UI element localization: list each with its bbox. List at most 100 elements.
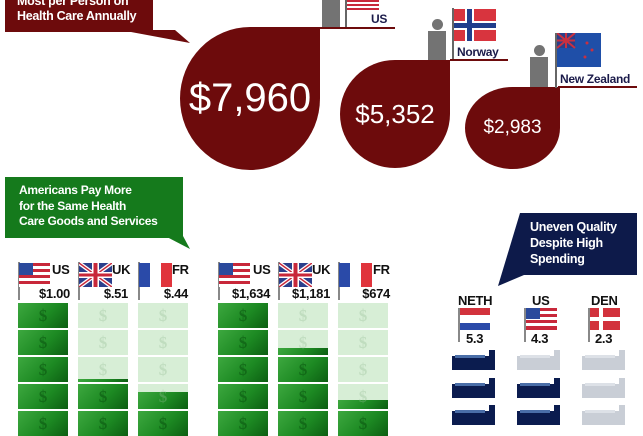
- amount-norway: $5,352: [355, 98, 435, 129]
- dollar-icon: $: [298, 333, 308, 352]
- value-us: $1.00: [38, 286, 70, 301]
- money-tile: $: [78, 384, 128, 409]
- dollar-icon: $: [98, 360, 108, 379]
- amount-new-zealand: $2,983: [483, 117, 542, 138]
- money-tile: $: [338, 303, 388, 328]
- callout-tail: [165, 236, 190, 249]
- bed-icon: [582, 350, 625, 370]
- denmark-flag-icon: [590, 308, 620, 330]
- person-icon: [322, 0, 340, 27]
- money-tile: $: [278, 411, 328, 436]
- dollar-icon: $: [238, 414, 248, 433]
- money-tile: $: [218, 303, 268, 328]
- dollar-icon: $: [38, 387, 48, 406]
- dollar-icon: $: [158, 333, 168, 352]
- uk-flag-icon: [79, 263, 112, 287]
- dollar-icon: $: [38, 333, 48, 352]
- flagpole: [524, 308, 526, 342]
- new-zealand-flag-icon: [557, 33, 601, 67]
- col-label-us: US: [52, 262, 70, 277]
- label-us: US: [371, 12, 388, 26]
- value-uk: $.51: [103, 286, 128, 301]
- dollar-icon: $: [98, 387, 108, 406]
- col-label-uk: UK: [312, 262, 331, 277]
- money-tile: $: [338, 384, 388, 409]
- person-body: [530, 57, 548, 87]
- dollar-icon: $: [238, 306, 248, 325]
- label-den: DEN: [591, 293, 618, 308]
- money-tile: $: [278, 357, 328, 382]
- money-tile: $: [138, 303, 188, 328]
- person-icon: [432, 19, 443, 30]
- money-tile: $: [218, 411, 268, 436]
- score-us: 4.3: [531, 331, 549, 346]
- money-tile: $: [78, 330, 128, 355]
- money-tile: $: [18, 357, 68, 382]
- money-tile: $: [138, 384, 188, 409]
- money-tile: $: [78, 411, 128, 436]
- bed-icon: [517, 350, 560, 370]
- money-tile: $: [18, 330, 68, 355]
- money-tile: $: [18, 303, 68, 328]
- label-norway: Norway: [457, 45, 499, 59]
- dollar-icon: $: [358, 306, 368, 325]
- dollar-icon: $: [298, 414, 308, 433]
- dollar-icon: $: [98, 333, 108, 352]
- bed-icon: [452, 405, 495, 425]
- dollar-icon: $: [158, 306, 168, 325]
- spending-callout: Most per Person on Health Care Annually: [5, 0, 153, 32]
- dollar-icon: $: [38, 306, 48, 325]
- dollar-icon: $: [238, 360, 248, 379]
- money-tile: $: [18, 411, 68, 436]
- dollar-icon: $: [358, 387, 368, 406]
- flagpole: [588, 308, 590, 342]
- us-flag-icon: [347, 0, 379, 12]
- money-tile: $: [338, 411, 388, 436]
- value-fr: $674: [362, 286, 390, 301]
- uk-flag-icon: [279, 263, 312, 287]
- dollar-icon: $: [298, 387, 308, 406]
- us-flag-icon: [219, 263, 250, 287]
- flagpole: [458, 308, 460, 342]
- col-label-us: US: [253, 262, 271, 277]
- col-label-fr: FR: [373, 262, 390, 277]
- value-fr: $.44: [163, 286, 188, 301]
- flagpole: [555, 33, 557, 88]
- drop-us: $7,960: [180, 27, 320, 170]
- bed-icon: [517, 378, 560, 398]
- callout-line: Spending: [530, 252, 585, 266]
- dollar-icon: $: [358, 333, 368, 352]
- dollar-icon: $: [98, 306, 108, 325]
- quality-callout: Uneven Quality Despite High Spending: [520, 213, 637, 275]
- money-tile: $: [218, 330, 268, 355]
- underline: [450, 59, 508, 61]
- money-tile: $: [218, 357, 268, 382]
- money-tile: $: [278, 303, 328, 328]
- france-flag-icon: [139, 263, 172, 287]
- money-tile: $: [78, 357, 128, 382]
- price-callout: Americans Pay More for the Same Health C…: [5, 177, 183, 238]
- value-uk: $1,181: [292, 286, 330, 301]
- drop-new-zealand: $2,983: [465, 87, 560, 169]
- bed-icon: [452, 350, 495, 370]
- dollar-icon: $: [98, 414, 108, 433]
- dollar-icon: $: [38, 414, 48, 433]
- money-tile: $: [138, 357, 188, 382]
- callout-line: Care Goods and Services: [19, 214, 158, 228]
- flagpole: [345, 0, 347, 27]
- col-label-fr: FR: [172, 262, 189, 277]
- dollar-icon: $: [298, 306, 308, 325]
- netherlands-flag-icon: [460, 308, 490, 330]
- score-den: 2.3: [595, 331, 613, 346]
- us-flag-icon: [19, 263, 50, 287]
- money-tile: $: [138, 411, 188, 436]
- score-neth: 5.3: [466, 331, 484, 346]
- money-tile: $: [18, 384, 68, 409]
- dollar-icon: $: [158, 414, 168, 433]
- col-label-uk: UK: [112, 262, 131, 277]
- money-tile: $: [338, 330, 388, 355]
- label-neth: NETH: [458, 293, 493, 308]
- person-icon: [534, 45, 545, 56]
- dollar-icon: $: [158, 387, 168, 406]
- bed-icon: [452, 378, 495, 398]
